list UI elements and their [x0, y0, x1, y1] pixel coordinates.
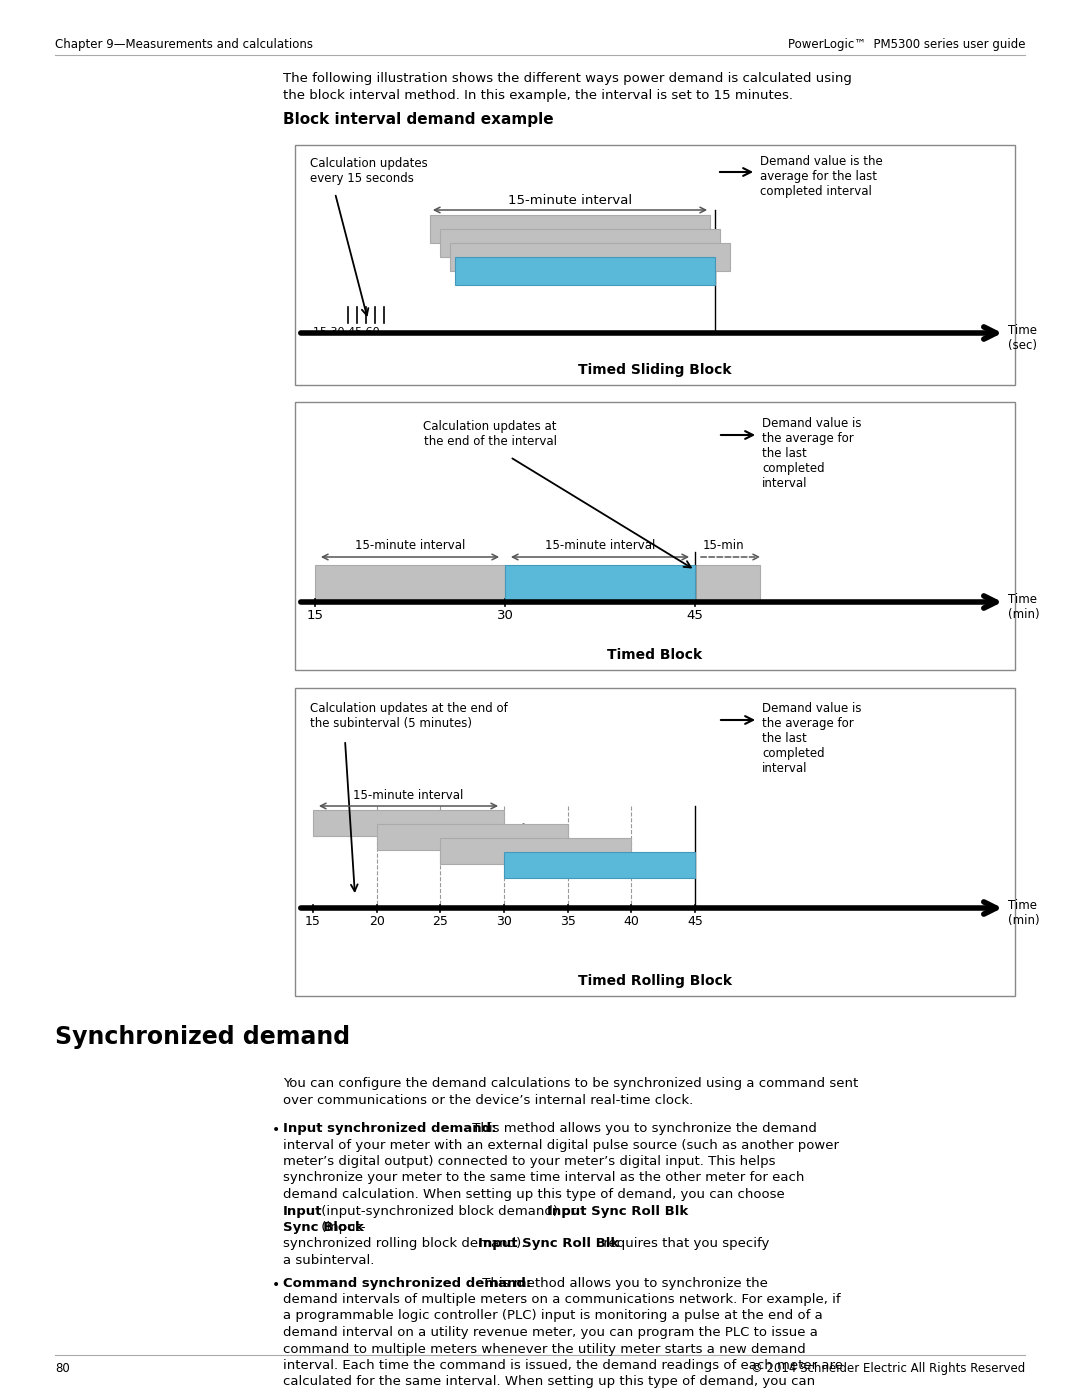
- Text: 15: 15: [305, 915, 321, 928]
- Text: a programmable logic controller (PLC) input is monitoring a pulse at the end of : a programmable logic controller (PLC) in…: [283, 1309, 823, 1323]
- Text: requires that you specify: requires that you specify: [599, 1238, 769, 1250]
- Text: Time
(min): Time (min): [1008, 592, 1040, 622]
- Text: demand calculation. When setting up this type of demand, you can choose: demand calculation. When setting up this…: [283, 1187, 789, 1201]
- Text: The following illustration shows the different ways power demand is calculated u: The following illustration shows the dif…: [283, 73, 852, 85]
- Text: 15-minute interval: 15-minute interval: [508, 194, 632, 207]
- Text: Input synchronized demand:: Input synchronized demand:: [283, 1122, 497, 1134]
- Bar: [315, 564, 505, 604]
- Text: demand interval on a utility revenue meter, you can program the PLC to issue a: demand interval on a utility revenue met…: [283, 1326, 818, 1338]
- Bar: [441, 838, 632, 863]
- Text: •: •: [272, 1123, 280, 1137]
- Text: Sync Block: Sync Block: [283, 1221, 364, 1234]
- Text: calculated for the same interval. When setting up this type of demand, you can: calculated for the same interval. When s…: [283, 1376, 815, 1389]
- Text: 15-minute interval: 15-minute interval: [544, 539, 656, 552]
- Text: 25: 25: [432, 915, 448, 928]
- Text: PowerLogic™  PM5300 series user guide: PowerLogic™ PM5300 series user guide: [787, 38, 1025, 52]
- Text: •: •: [272, 1277, 280, 1291]
- Bar: [450, 243, 730, 271]
- Bar: [696, 564, 760, 604]
- Text: 35: 35: [559, 915, 576, 928]
- Bar: [455, 257, 715, 285]
- Text: Timed Block: Timed Block: [607, 648, 703, 662]
- Bar: [440, 229, 720, 257]
- Text: 45: 45: [687, 609, 703, 622]
- Text: Input Sync Roll Blk: Input Sync Roll Blk: [546, 1204, 688, 1218]
- Text: command to multiple meters whenever the utility meter starts a new demand: command to multiple meters whenever the …: [283, 1343, 806, 1355]
- Bar: [295, 145, 1015, 386]
- Text: 80: 80: [55, 1362, 70, 1375]
- Text: © 2014 Schneider Electric All Rights Reserved: © 2014 Schneider Electric All Rights Res…: [751, 1362, 1025, 1375]
- Text: over communications or the device’s internal real-time clock.: over communications or the device’s inte…: [283, 1094, 693, 1106]
- Text: Demand value is
the average for
the last
completed
interval: Demand value is the average for the last…: [762, 703, 862, 775]
- Text: Time
(sec): Time (sec): [1008, 324, 1037, 352]
- Text: 30: 30: [496, 915, 512, 928]
- Text: Chapter 9—Measurements and calculations: Chapter 9—Measurements and calculations: [55, 38, 313, 52]
- Bar: [377, 824, 568, 849]
- Text: Timed Sliding Block: Timed Sliding Block: [578, 363, 732, 377]
- Text: This method allows you to synchronize the demand: This method allows you to synchronize th…: [468, 1122, 816, 1134]
- Text: 15-minute interval: 15-minute interval: [355, 539, 465, 552]
- Text: 15 30 45 60 . . .: 15 30 45 60 . . .: [313, 327, 401, 337]
- Bar: [505, 564, 696, 604]
- Text: synchronized rolling block demand).: synchronized rolling block demand).: [283, 1238, 529, 1250]
- Text: 15: 15: [307, 609, 324, 622]
- Text: 15-min: 15-min: [703, 539, 744, 552]
- Text: 40: 40: [623, 915, 639, 928]
- Text: Calculation updates
every 15 seconds: Calculation updates every 15 seconds: [310, 156, 428, 184]
- Text: 15-minute interval: 15-minute interval: [353, 789, 463, 802]
- Text: Demand value is
the average for
the last
completed
interval: Demand value is the average for the last…: [762, 416, 862, 490]
- Text: 20: 20: [368, 915, 384, 928]
- Text: the block interval method. In this example, the interval is set to 15 minutes.: the block interval method. In this examp…: [283, 89, 793, 102]
- Text: (input-synchronized block demand) or: (input-synchronized block demand) or: [318, 1204, 580, 1218]
- Text: Block interval demand example: Block interval demand example: [283, 112, 554, 127]
- Text: Time
(min): Time (min): [1008, 900, 1040, 928]
- Text: Input: Input: [283, 1204, 323, 1218]
- Text: Command synchronized demand:: Command synchronized demand:: [283, 1277, 531, 1289]
- Text: interval. Each time the command is issued, the demand readings of each meter are: interval. Each time the command is issue…: [283, 1359, 843, 1372]
- Text: meter’s digital output) connected to your meter’s digital input. This helps: meter’s digital output) connected to you…: [283, 1155, 775, 1168]
- Bar: [430, 215, 710, 243]
- Bar: [504, 852, 696, 877]
- Text: You can configure the demand calculations to be synchronized using a command sen: You can configure the demand calculation…: [283, 1077, 859, 1090]
- Text: synchronize your meter to the same time interval as the other meter for each: synchronize your meter to the same time …: [283, 1172, 805, 1185]
- Text: Synchronized demand: Synchronized demand: [55, 1025, 350, 1049]
- Text: Input Sync Roll Blk: Input Sync Roll Blk: [478, 1238, 619, 1250]
- Text: 45: 45: [687, 915, 703, 928]
- Text: Timed Rolling Block: Timed Rolling Block: [578, 974, 732, 988]
- Text: This method allows you to synchronize the: This method allows you to synchronize th…: [478, 1277, 768, 1289]
- Bar: [295, 687, 1015, 996]
- Text: 30: 30: [497, 609, 513, 622]
- Text: a subinterval.: a subinterval.: [283, 1255, 375, 1267]
- Text: interval of your meter with an external digital pulse source (such as another po: interval of your meter with an external …: [283, 1139, 839, 1151]
- Bar: [313, 810, 504, 835]
- Text: Calculation updates at
the end of the interval: Calculation updates at the end of the in…: [423, 420, 557, 448]
- Text: (input-: (input-: [318, 1221, 366, 1234]
- Text: Calculation updates at the end of
the subinterval (5 minutes): Calculation updates at the end of the su…: [310, 703, 508, 731]
- Text: Demand value is the
average for the last
completed interval: Demand value is the average for the last…: [760, 155, 882, 198]
- Bar: [295, 402, 1015, 671]
- Text: demand intervals of multiple meters on a communications network. For example, if: demand intervals of multiple meters on a…: [283, 1294, 840, 1306]
